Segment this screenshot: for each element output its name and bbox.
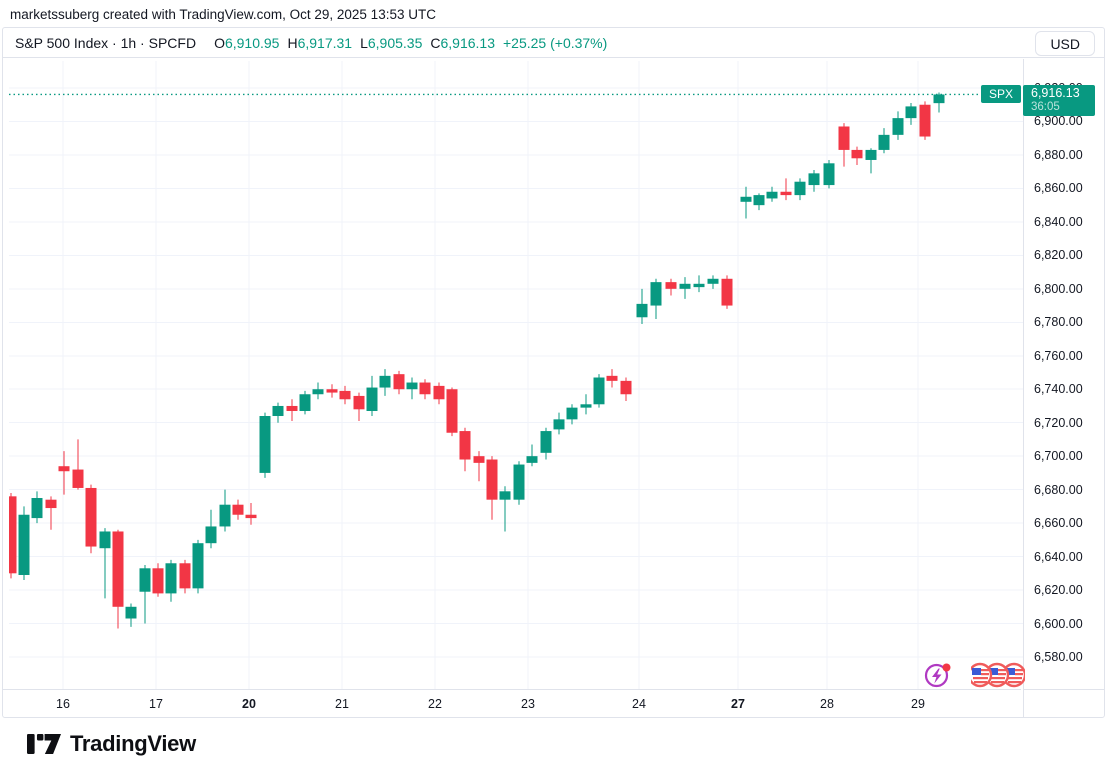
price-tick: 6,840.00 (1034, 214, 1083, 229)
price-tick: 6,820.00 (1034, 248, 1083, 263)
change-value: +25.25 (+0.37%) (503, 34, 608, 51)
time-tick: 16 (56, 697, 70, 711)
price-tick: 6,880.00 (1034, 147, 1083, 162)
price-tick: 6,760.00 (1034, 348, 1083, 363)
price-tick: 6,900.00 (1034, 114, 1083, 129)
price-axis[interactable]: 6,920.006,900.006,880.006,860.006,840.00… (1023, 59, 1105, 689)
price-tick: 6,800.00 (1034, 281, 1083, 296)
us-flag-avatars-icon[interactable] (971, 660, 1025, 690)
last-price-label: 6,916.13 36:05 (1023, 85, 1095, 117)
price-tick: 6,740.00 (1034, 382, 1083, 397)
price-tick: 6,720.00 (1034, 415, 1083, 430)
time-tick: 17 (149, 697, 163, 711)
candlestick-chart[interactable] (9, 61, 1023, 689)
tradingview-logo[interactable]: TradingView (27, 731, 196, 757)
price-tick: 6,640.00 (1034, 549, 1083, 564)
last-price-value: 6,916.13 (1031, 86, 1080, 101)
currency-button[interactable]: USD (1035, 31, 1095, 56)
time-tick: 22 (428, 697, 442, 711)
overlay-icons (923, 658, 1041, 692)
time-tick: 24 (632, 697, 646, 711)
time-axis[interactable]: 16 17 20 21 22 23 24 27 28 29 (3, 689, 1021, 719)
chart-header: S&P 500 Index · 1h · SPCFD O6,910.95 H6,… (3, 28, 1104, 58)
chart-widget: S&P 500 Index · 1h · SPCFD O6,910.95 H6,… (2, 27, 1105, 718)
price-tick: 6,680.00 (1034, 482, 1083, 497)
price-tick: 6,660.00 (1034, 516, 1083, 531)
bar-countdown: 36:05 (1031, 101, 1060, 114)
price-tick: 6,600.00 (1034, 616, 1083, 631)
time-tick: 27 (731, 697, 745, 711)
tradingview-logo-icon (27, 732, 61, 756)
symbol-title[interactable]: S&P 500 Index · 1h · SPCFD (15, 34, 197, 51)
ohlc-low: L6,905.35 (360, 34, 423, 51)
time-tick: 28 (820, 697, 834, 711)
price-tick: 6,860.00 (1034, 181, 1083, 196)
price-tick: 6,580.00 (1034, 649, 1083, 664)
time-tick: 21 (335, 697, 349, 711)
price-tick: 6,620.00 (1034, 583, 1083, 598)
attribution-text: marketssuberg created with TradingView.c… (10, 7, 436, 22)
ohlc-close: C6,916.13 (430, 34, 495, 51)
tradingview-logo-text: TradingView (70, 731, 196, 756)
price-tick: 6,700.00 (1034, 449, 1083, 464)
time-tick: 29 (911, 697, 925, 711)
ohlc-open: O6,910.95 (214, 34, 280, 51)
axis-corner (1023, 689, 1105, 718)
boost-lightning-icon[interactable] (923, 660, 953, 690)
time-tick: 23 (521, 697, 535, 711)
price-tick: 6,780.00 (1034, 315, 1083, 330)
time-tick: 20 (242, 697, 256, 711)
price-line-symbol-badge: SPX (981, 85, 1021, 104)
ohlc-high: H6,917.31 (287, 34, 353, 51)
